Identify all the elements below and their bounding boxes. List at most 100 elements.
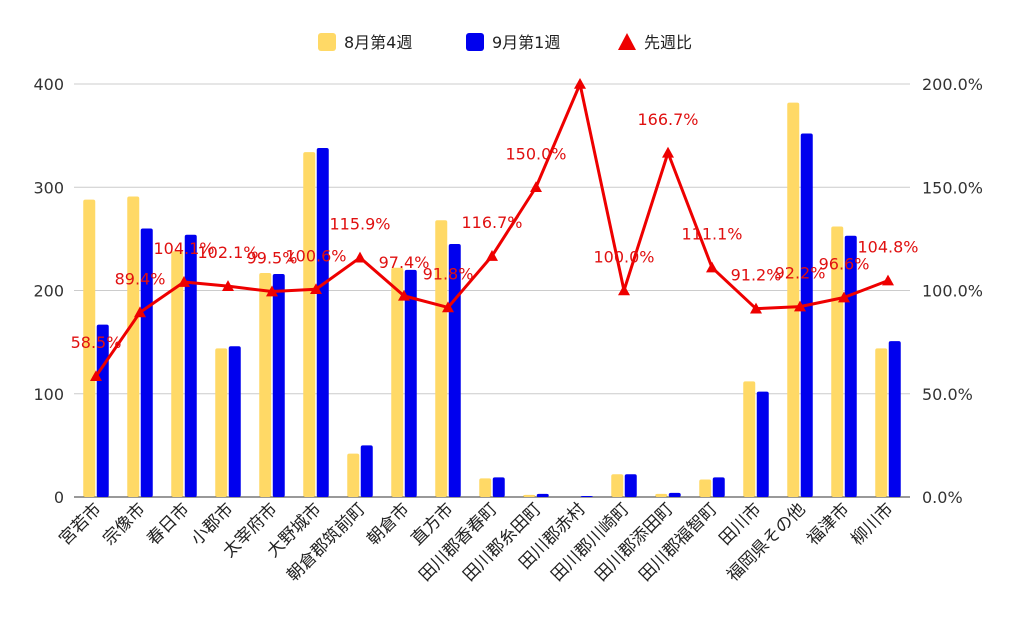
legend: 8月第4週 9月第1週 先週比: [318, 33, 692, 52]
bar-aug-week4: [655, 493, 668, 497]
left-tick-label: 400: [33, 75, 64, 94]
ratio-point: [618, 284, 630, 296]
left-axis: 0 100 200 300 400: [33, 75, 64, 507]
bar-aug-week4: [171, 251, 184, 497]
bar-aug-week4: [215, 348, 228, 497]
right-tick-label: 50.0%: [922, 385, 973, 404]
ratio-point: [750, 302, 762, 314]
ratio-data-label: 99.5%: [247, 249, 298, 268]
category-label: 柳川市: [847, 499, 897, 549]
right-tick-label: 200.0%: [922, 75, 983, 94]
ratio-data-label: 111.1%: [681, 225, 742, 244]
category-label: 春日市: [143, 499, 193, 549]
bar-sep-week1: [272, 273, 285, 497]
category-label: 宗像市: [99, 499, 149, 549]
bar-aug-week4: [391, 267, 404, 497]
right-tick-label: 0.0%: [922, 488, 963, 507]
bar-sep-week1: [184, 234, 197, 497]
bar-sep-week1: [888, 341, 901, 497]
bars: [83, 102, 901, 498]
left-tick-label: 100: [33, 385, 64, 404]
bar-sep-week1: [756, 391, 769, 497]
category-labels: 宮若市宗像市春日市小郡市太宰府市大野城市朝倉郡筑前町朝倉市直方市田川郡香春町田川…: [55, 499, 897, 585]
bar-sep-week1: [448, 244, 461, 497]
category-label: 朝倉市: [363, 499, 413, 549]
ratio-data-label: 104.8%: [857, 238, 918, 257]
legend-swatch: [466, 33, 484, 51]
ratio-point: [574, 78, 586, 89]
bar-aug-week4: [435, 220, 448, 498]
bar-sep-week1: [536, 493, 549, 497]
bar-sep-week1: [140, 228, 153, 498]
ratio-point: [398, 289, 410, 301]
ratio-data-label: 58.5%: [71, 333, 122, 352]
ratio-data-label: 91.8%: [423, 264, 474, 283]
ratio-data-label: 100.0%: [593, 248, 654, 267]
legend-swatch: [318, 33, 336, 51]
ratio-point: [794, 300, 806, 312]
ratio-data-label: 91.2%: [731, 266, 782, 285]
ratio-point: [838, 291, 850, 303]
bar-aug-week4: [303, 152, 316, 497]
ratio-data-label: 92.2%: [775, 264, 826, 283]
bar-sep-week1: [624, 474, 637, 497]
bar-sep-week1: [96, 324, 109, 497]
ratio-data-label: 100.6%: [285, 246, 346, 265]
ratio-point: [486, 250, 498, 261]
bar-sep-week1: [228, 346, 241, 497]
ratio-point: [266, 285, 278, 297]
ratio-data-label: 166.7%: [637, 110, 698, 129]
data-labels: 58.5% 89.4% 104.1%102.1%99.5%100.6% 115.9% 9…: [71, 110, 919, 352]
ratio-point: [706, 261, 718, 273]
ratio-point: [662, 146, 674, 158]
legend-label: 9月第1週: [492, 33, 560, 52]
gridlines: [74, 83, 910, 498]
ratio-data-label: 102.1%: [197, 243, 258, 262]
bar-sep-week1: [844, 235, 857, 497]
bar-sep-week1: [360, 445, 373, 497]
ratio-data-label: 97.4%: [379, 253, 430, 272]
bar-aug-week4: [523, 494, 536, 497]
legend-swatch: [618, 33, 636, 50]
right-tick-label: 100.0%: [922, 282, 983, 301]
bar-sep-week1: [316, 148, 329, 497]
ratio-point: [90, 370, 102, 381]
ratio-data-label: 96.6%: [819, 255, 870, 274]
bar-aug-week4: [347, 453, 360, 497]
left-tick-label: 300: [33, 178, 64, 197]
bar-aug-week4: [875, 348, 888, 497]
legend-label: 先週比: [644, 33, 692, 52]
bar-sep-week1: [404, 269, 417, 497]
bar-aug-week4: [699, 479, 712, 497]
legend-label: 8月第4週: [344, 33, 412, 52]
ratio-data-label: 115.9%: [329, 215, 390, 234]
ratio-point: [310, 283, 322, 295]
left-tick-label: 200: [33, 282, 64, 301]
bar-sep-week1: [580, 495, 593, 497]
ratio-point: [178, 276, 190, 287]
bar-sep-week1: [712, 477, 725, 497]
bar-sep-week1: [668, 492, 681, 497]
ratio-data-label: 104.1%: [153, 239, 214, 258]
ratio-data-label: 150.0%: [505, 144, 566, 163]
ratio-point: [134, 306, 146, 318]
bar-aug-week4: [83, 199, 96, 497]
ratio-point: [222, 280, 234, 291]
bar-sep-week1: [800, 133, 813, 497]
bar-aug-week4: [479, 478, 492, 497]
ratio-line: [90, 78, 894, 381]
ratio-point: [882, 274, 894, 286]
right-tick-label: 150.0%: [922, 178, 983, 197]
bar-aug-week4: [611, 474, 624, 497]
ratio-point: [354, 251, 366, 263]
right-axis: 0.0% 50.0% 100.0% 150.0% 200.0%: [922, 75, 983, 507]
ratio-data-label: 116.7%: [461, 213, 522, 232]
category-label: 福津市: [803, 499, 853, 549]
bar-aug-week4: [743, 381, 756, 497]
ratio-point: [530, 181, 542, 193]
ratio-data-label: 89.4%: [115, 269, 166, 288]
left-tick-label: 0: [54, 488, 64, 507]
ratio-point: [442, 301, 454, 313]
bar-aug-week4: [831, 226, 844, 498]
